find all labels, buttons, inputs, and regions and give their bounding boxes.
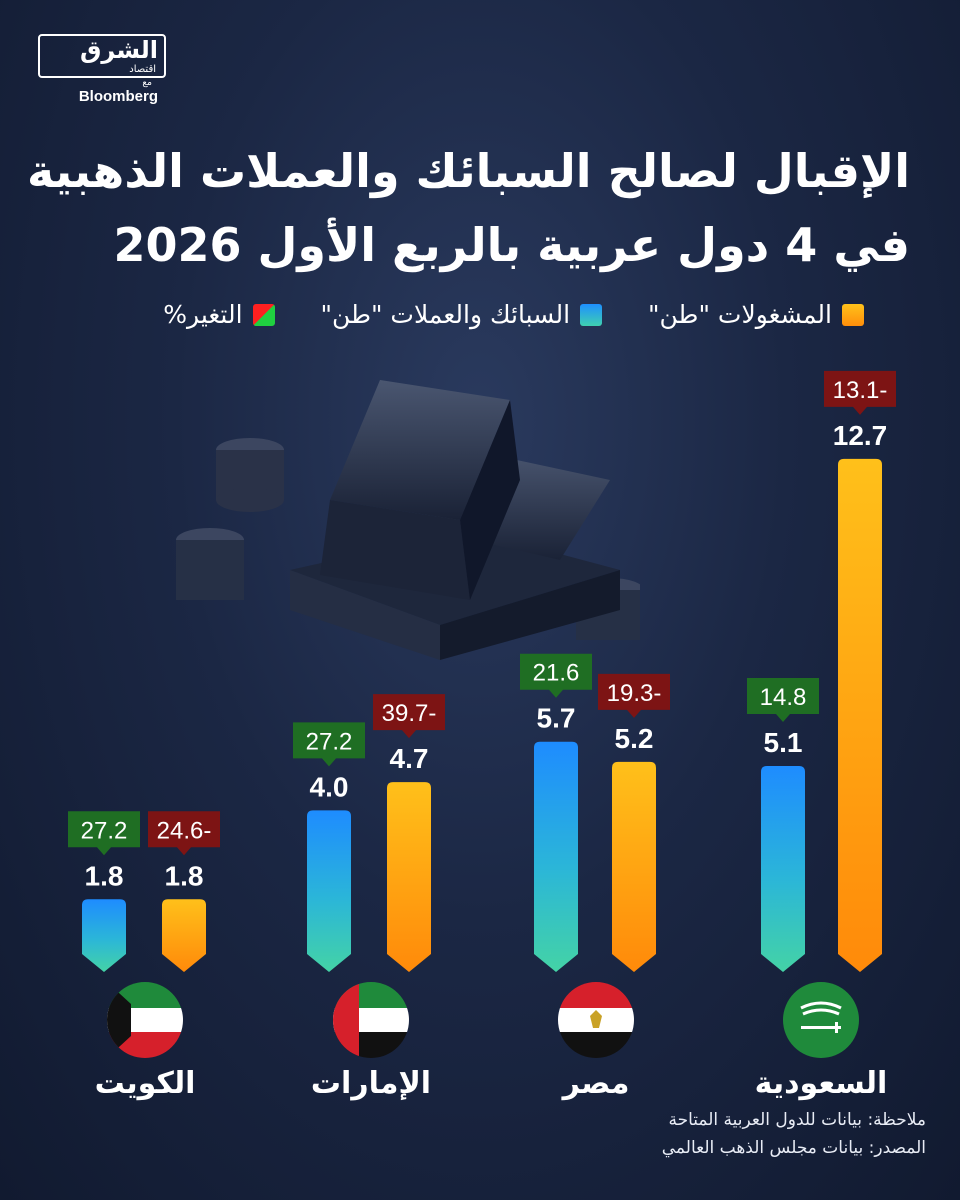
change-label-jewellery-3: 13.1- <box>833 377 888 404</box>
brand-logo: الشرق اقتصاد مع Bloomberg <box>38 34 166 105</box>
egypt-flag-graphic <box>558 982 634 1058</box>
saudi-flag <box>783 982 859 1058</box>
bar-bars-coins-3 <box>761 765 805 972</box>
legend-item-bars-coins: السبائك والعملات "طن" <box>320 300 603 329</box>
country-label-egypt: مصر <box>562 1066 630 1101</box>
logo-brand: الشرق <box>79 36 158 64</box>
legend-label-bars-coins: السبائك والعملات "طن" <box>320 300 571 329</box>
change-label-bars-coins-3: 14.8 <box>760 684 807 711</box>
change-badge-bars-coins-0 <box>68 811 140 856</box>
value-label-jewellery-2: 5.2 <box>615 723 654 754</box>
change-badge-jewellery-3 <box>824 370 896 415</box>
value-label-bars-coins-2: 5.7 <box>537 703 576 734</box>
legend-swatch-orange <box>842 303 864 326</box>
change-label-bars-coins-0: 27.2 <box>81 817 128 844</box>
logo-sub: اقتصاد <box>129 64 156 75</box>
legend-item-jewellery: المشغولات "طن" <box>648 300 864 329</box>
change-label-bars-coins-2: 21.6 <box>533 660 580 687</box>
value-label-bars-coins-1: 4.0 <box>310 771 349 802</box>
bar-jewellery-0 <box>162 899 206 972</box>
value-label-jewellery-0: 1.8 <box>165 860 204 891</box>
change-label-bars-coins-1: 27.2 <box>306 728 353 755</box>
change-badge-bars-coins-2 <box>520 653 592 698</box>
country-label-uae: الإمارات <box>310 1066 432 1101</box>
saudi-flag-graphic <box>783 982 859 1058</box>
logo-frame <box>38 34 166 78</box>
legend-label-jewellery: المشغولات "طن" <box>648 300 832 329</box>
bar-jewellery-1 <box>387 782 431 972</box>
logo-with: مع <box>142 78 152 88</box>
source-text: المصدر: بيانات مجلس الذهب العالمي <box>661 1138 926 1158</box>
legend-label-change: التغير% <box>163 300 243 329</box>
country-label-saudi: السعودية <box>754 1066 888 1101</box>
change-label-jewellery-2: 19.3- <box>607 680 662 707</box>
country-label-kuwait: الكويت <box>94 1066 196 1101</box>
bar-jewellery-2 <box>612 761 656 972</box>
change-badge-jewellery-2 <box>598 673 670 718</box>
logo-partner: Bloomberg <box>78 88 158 105</box>
kuwait-flag-graphic <box>107 982 183 1058</box>
uae-flag <box>333 982 409 1058</box>
value-label-bars-coins-3: 5.1 <box>764 727 803 758</box>
uae-flag-graphic <box>333 982 409 1058</box>
bar-bars-coins-1 <box>307 810 351 972</box>
egypt-flag <box>558 982 634 1058</box>
change-label-jewellery-0: 24.6- <box>157 817 212 844</box>
legend-swatch-change <box>252 303 275 326</box>
value-label-bars-coins-0: 1.8 <box>85 860 124 891</box>
gold-bars-illustration <box>176 380 640 660</box>
chart-title-line2: في 4 دول عربية بالربع الأول 2026 <box>113 218 910 272</box>
chart-legend: المشغولات "طن" السبائك والعملات "طن" الت… <box>163 300 864 329</box>
kuwait-flag <box>107 982 183 1058</box>
change-badge-jewellery-1 <box>373 694 445 739</box>
change-badge-bars-coins-1 <box>293 722 365 767</box>
value-label-jewellery-3: 12.7 <box>833 420 888 451</box>
change-badge-bars-coins-3 <box>747 677 819 722</box>
bar-bars-coins-2 <box>534 741 578 972</box>
legend-item-change: التغير% <box>163 300 275 329</box>
legend-swatch-blue <box>580 303 603 326</box>
value-label-jewellery-1: 4.7 <box>390 743 429 774</box>
change-badge-jewellery-0 <box>148 811 220 856</box>
note-text: ملاحظة: بيانات للدول العربية المتاحة <box>668 1110 926 1130</box>
change-label-jewellery-1: 39.7- <box>382 700 437 727</box>
bar-jewellery-3 <box>838 458 882 972</box>
chart-title-line1: الإقبال لصالح السبائك والعملات الذهبية <box>26 144 910 198</box>
bar-bars-coins-0 <box>82 899 126 972</box>
